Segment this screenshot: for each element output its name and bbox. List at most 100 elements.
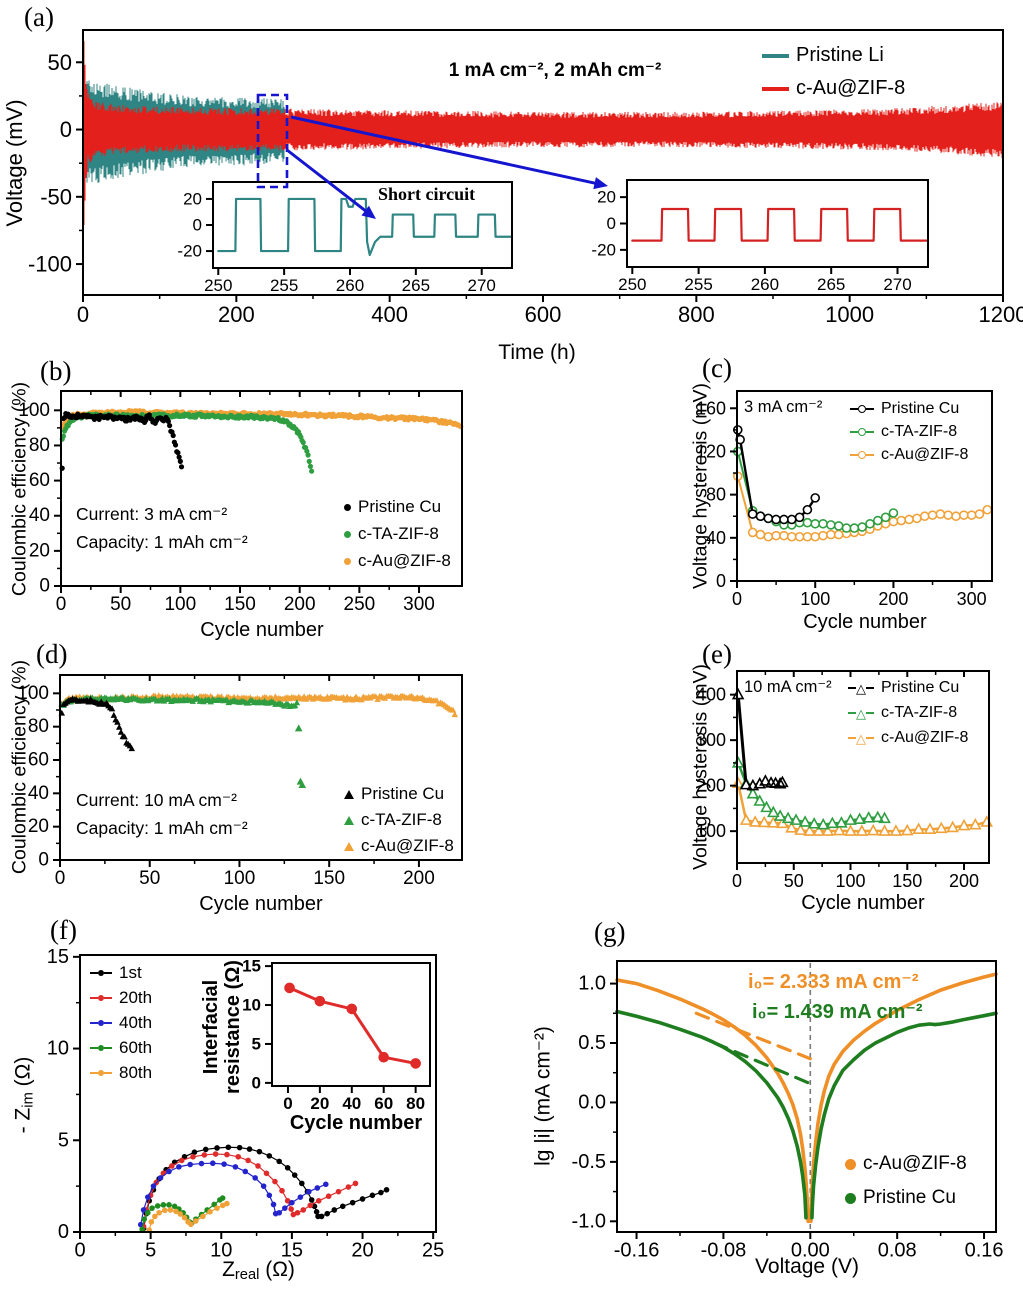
chart-b: 0 50 100 150 200 250 300 0 20 40 60 80 100 bbox=[18, 390, 464, 615]
legend-item-c-au-zif8: c-Au@ZIF-8 bbox=[848, 729, 968, 747]
svg-text:5: 5 bbox=[58, 1129, 69, 1151]
series-80th bbox=[146, 1200, 230, 1233]
panel-d-xlabel: Cycle number bbox=[199, 893, 323, 915]
svg-text:20: 20 bbox=[310, 1094, 329, 1113]
svg-text:0: 0 bbox=[56, 594, 67, 615]
series-c-au-zif-8-zoom bbox=[631, 207, 928, 242]
panel-a-legend: Pristine Li c-Au@ZIF-8 bbox=[762, 44, 905, 100]
svg-text:0: 0 bbox=[74, 1240, 85, 1262]
svg-text:250: 250 bbox=[204, 276, 232, 295]
svg-text:10: 10 bbox=[210, 1240, 232, 1262]
svg-text:80: 80 bbox=[406, 1094, 425, 1113]
c-au-zif8-triangle-swatch bbox=[344, 841, 354, 851]
legend-label: Pristine Cu bbox=[881, 679, 960, 696]
legend-item-pristine-cu: Pristine Cu bbox=[344, 497, 451, 517]
legend-item-pristine-cu: Pristine Cu bbox=[344, 784, 454, 804]
series-pristine-cu-tafel-fit bbox=[713, 1041, 812, 1086]
svg-text:50: 50 bbox=[139, 868, 160, 889]
svg-text:40: 40 bbox=[28, 783, 49, 804]
svg-text:100: 100 bbox=[164, 594, 196, 615]
panel-f-xlabel: Zreal (Ω) bbox=[186, 1258, 331, 1283]
panel-c-rate-note: 3 mA cm⁻² bbox=[744, 398, 823, 416]
svg-text:60: 60 bbox=[28, 750, 49, 771]
legend-item-c-au-zif8: c-Au@ZIF-8 bbox=[762, 77, 905, 100]
svg-text:270: 270 bbox=[883, 275, 911, 294]
legend-label: Pristine Cu bbox=[881, 400, 960, 417]
axis-ticks: 0 100 200 300 0 40 80 120 160 bbox=[696, 398, 987, 609]
svg-text:15: 15 bbox=[242, 957, 261, 976]
svg-text:50: 50 bbox=[784, 871, 804, 891]
panel-b-xlabel: Cycle number bbox=[200, 619, 324, 641]
legend-label: c-Au@ZIF-8 bbox=[863, 1153, 967, 1174]
c-ta-zif8-dot-swatch bbox=[344, 530, 351, 538]
svg-text:1200: 1200 bbox=[979, 302, 1023, 327]
svg-text:0.08: 0.08 bbox=[878, 1240, 917, 1262]
series-pristine-cu bbox=[732, 425, 821, 525]
axes-frame bbox=[736, 670, 990, 864]
svg-text:25: 25 bbox=[422, 1240, 444, 1262]
pristine-li-line-swatch bbox=[762, 53, 789, 58]
svg-text:400: 400 bbox=[696, 685, 726, 705]
legend-item-pristine-cu: Pristine Cu bbox=[848, 679, 968, 697]
c-au-zif8-line-circle-swatch bbox=[850, 451, 874, 459]
series-pristine-cu bbox=[731, 687, 789, 791]
svg-text:-1.0: -1.0 bbox=[572, 1210, 606, 1232]
svg-text:20: 20 bbox=[28, 816, 49, 837]
svg-text:50: 50 bbox=[48, 50, 72, 75]
axes-frame bbox=[59, 674, 463, 861]
svg-text:1000: 1000 bbox=[825, 302, 874, 327]
legend-label: 40th bbox=[119, 1013, 153, 1032]
chart-a_inset_right: 250 255 260 265 270 20 0 -20 bbox=[591, 178, 930, 294]
cycle-80th-line-dot-swatch bbox=[90, 1070, 112, 1076]
legend-item-80th: 80th bbox=[90, 1063, 152, 1083]
series-c-ta-zif-8 bbox=[58, 694, 301, 710]
svg-text:200: 200 bbox=[878, 589, 908, 609]
f-inset-xlabel: Cycle number bbox=[289, 1112, 423, 1134]
ylabel-sub: im bbox=[20, 1092, 37, 1108]
panel-c-ylabel: Voltage hysteresis (mV) bbox=[689, 383, 712, 589]
series-pristine-li-zoom bbox=[217, 197, 512, 257]
chart-e: 0 50 100 150 200 100 200 300 400 bbox=[696, 670, 993, 891]
panel-c-xlabel: Cycle number bbox=[803, 611, 927, 633]
panel-b-ylabel: Coulombic efficiency (%) bbox=[8, 381, 31, 597]
axes-frame bbox=[79, 954, 437, 1233]
svg-text:270: 270 bbox=[468, 276, 496, 295]
svg-text:260: 260 bbox=[336, 276, 364, 295]
svg-text:40: 40 bbox=[29, 505, 50, 526]
svg-text:0: 0 bbox=[77, 302, 89, 327]
svg-text:20: 20 bbox=[597, 188, 616, 207]
legend-item-pristine-li: Pristine Li bbox=[762, 44, 905, 67]
legend-item-40th: 40th bbox=[90, 1013, 152, 1033]
legend-label: 80th bbox=[119, 1063, 153, 1082]
legend-label: c-TA-ZIF-8 bbox=[361, 810, 442, 829]
svg-text:0: 0 bbox=[193, 216, 202, 235]
svg-text:60: 60 bbox=[29, 470, 50, 491]
panel-c-legend: Pristine Cu c-TA-ZIF-8 c-Au@ZIF-8 bbox=[850, 400, 968, 464]
svg-text:0: 0 bbox=[252, 1073, 261, 1092]
svg-text:0: 0 bbox=[607, 214, 616, 233]
series-interfacial-resistance bbox=[284, 982, 421, 1069]
svg-text:100: 100 bbox=[800, 589, 830, 609]
svg-text:100: 100 bbox=[17, 683, 49, 704]
legend-label: Pristine Cu bbox=[358, 497, 442, 516]
svg-text:800: 800 bbox=[678, 302, 715, 327]
pristine-cu-dot-swatch bbox=[344, 503, 351, 511]
svg-text:60: 60 bbox=[374, 1094, 393, 1113]
svg-text:120: 120 bbox=[696, 441, 726, 461]
chart-f: 0 5 10 15 20 25 0 5 10 15 bbox=[47, 946, 445, 1262]
legend-item-20th: 20th bbox=[90, 988, 152, 1008]
panel-f-label: (f) bbox=[50, 915, 77, 945]
panel-f-ylabel: - Zim (Ω) bbox=[12, 1057, 37, 1134]
f-inset-ylabel-line1: Interfacial bbox=[200, 979, 222, 1075]
svg-text:-20: -20 bbox=[591, 240, 616, 259]
svg-text:-100: -100 bbox=[28, 252, 72, 277]
cycle-60th-line-dot-swatch bbox=[90, 1045, 112, 1051]
zoom-arrowhead bbox=[361, 205, 376, 219]
series-c-au-zif-8 bbox=[732, 471, 993, 542]
axis-ticks: -0.16 -0.08 0.00 0.08 0.16 1.0 0.5 0.0 -0.5 -1.0 bbox=[572, 973, 1004, 1262]
c-au-zif8-line-triangle-swatch bbox=[848, 732, 874, 745]
svg-text:0: 0 bbox=[716, 571, 726, 591]
svg-text:0: 0 bbox=[732, 589, 742, 609]
